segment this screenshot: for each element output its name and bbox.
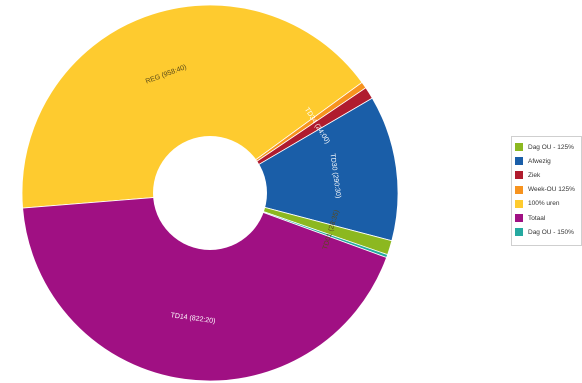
legend-swatch-4 xyxy=(515,199,523,208)
legend-item-5[interactable]: Totaal xyxy=(515,211,581,225)
legend-label-1: Afwezig xyxy=(528,157,551,165)
legend-item-0[interactable]: Dag OU - 125% xyxy=(515,140,581,154)
pie-slice-6[interactable] xyxy=(22,192,388,382)
legend-item-3[interactable]: Week-OU 125% xyxy=(515,183,581,197)
legend-label-3: Week-OU 125% xyxy=(528,186,575,194)
legend-item-4[interactable]: 100% uren xyxy=(515,197,581,211)
legend-swatch-1 xyxy=(515,157,523,166)
legend-swatch-3 xyxy=(515,185,523,194)
legend-label-2: Ziek xyxy=(528,171,541,179)
legend-swatch-6 xyxy=(515,228,523,237)
donut-hole xyxy=(153,136,267,250)
legend-item-2[interactable]: Ziek xyxy=(515,168,581,182)
legend-swatch-2 xyxy=(515,171,523,180)
legend-swatch-0 xyxy=(515,143,523,152)
pie-slice-0[interactable] xyxy=(21,4,363,209)
legend-label-5: Totaal xyxy=(528,214,546,222)
legend-label-0: Dag OU - 125% xyxy=(528,143,574,151)
legend-item-6[interactable]: Dag OU - 150% xyxy=(515,225,581,239)
legend-label-6: Dag OU - 150% xyxy=(528,228,574,236)
legend: Dag OU - 125% Afwezig Ziek Week-OU 125% 100%… xyxy=(511,136,582,246)
legend-swatch-5 xyxy=(515,214,523,223)
legend-label-4: 100% uren xyxy=(528,200,560,208)
legend-item-1[interactable]: Afwezig xyxy=(515,154,581,168)
